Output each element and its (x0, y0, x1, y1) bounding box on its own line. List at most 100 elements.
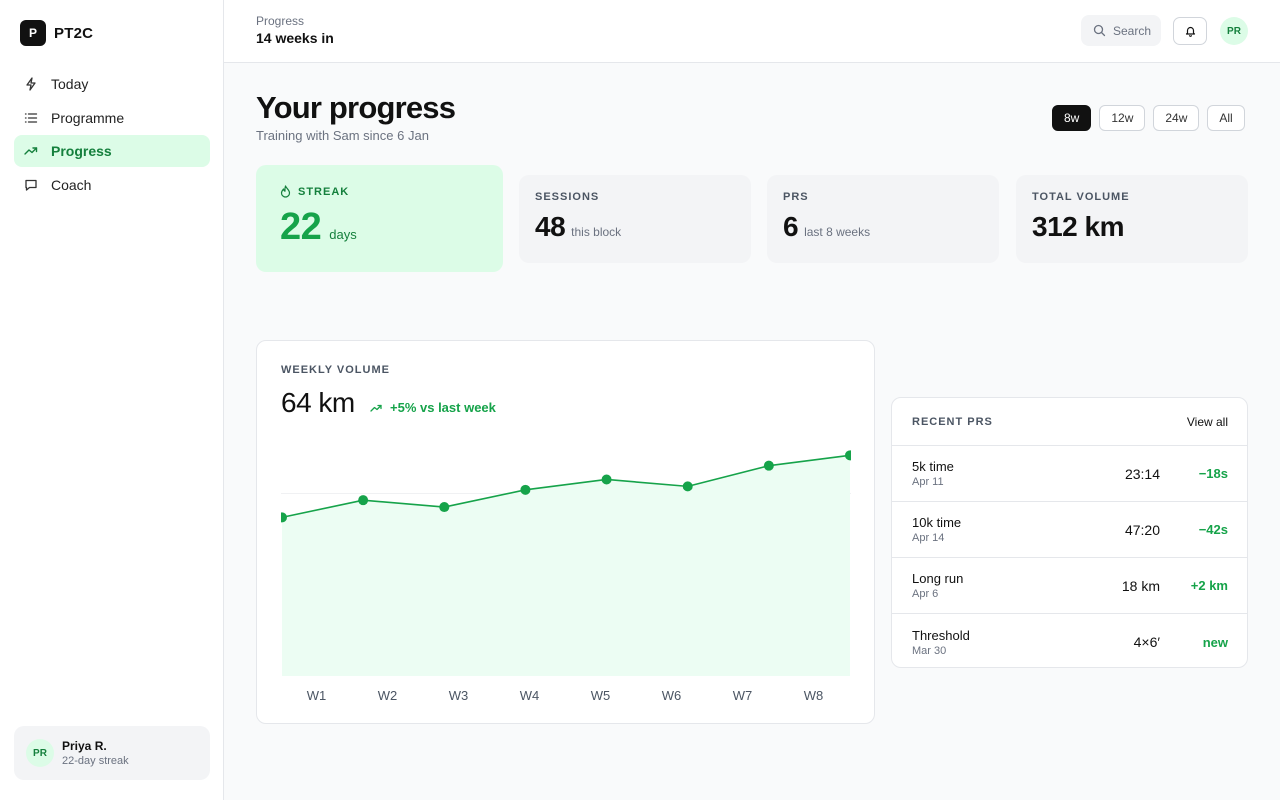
pr-name: 10k time (912, 515, 962, 530)
streak-value-row: 22 days (280, 206, 479, 249)
sessions-value: 48 (535, 211, 566, 242)
topbar: Progress 14 weeks in Search PR (224, 0, 1280, 63)
search-icon (1093, 24, 1106, 37)
x-axis: W1 W2 W3 W4 W5 W6 W7 W8 (281, 688, 849, 706)
x-tick-label: W3 (448, 688, 469, 703)
data-point (601, 474, 612, 485)
user-subtitle: 22-day streak (62, 755, 129, 767)
sidebar-item-coach[interactable]: Coach (14, 169, 210, 201)
x-tick-label: W5 (590, 688, 611, 703)
sidebar-item-label: Progress (51, 143, 112, 160)
data-point (520, 484, 531, 495)
brand[interactable]: P PT2C (20, 20, 93, 46)
pr-date: Apr 14 (912, 532, 945, 544)
search-input[interactable]: Search (1081, 15, 1161, 46)
total-volume-label: TOTAL VOLUME (1032, 191, 1130, 203)
range-12w-button[interactable]: 12w (1099, 105, 1146, 131)
prs-stat-card: PRS 6 last 8 weeks (767, 175, 999, 263)
pr-date: Apr 6 (912, 588, 939, 600)
breadcrumb-label: Progress (256, 14, 305, 28)
sidebar-item-programme[interactable]: Programme (14, 102, 210, 134)
range-8w-button[interactable]: 8w (1052, 105, 1092, 131)
sessions-label: SESSIONS (535, 191, 600, 203)
x-tick-label: W7 (732, 688, 753, 703)
user-card[interactable]: PR Priya R. 22-day streak (14, 726, 210, 780)
total-volume-card: TOTAL VOLUME 312 km (1016, 175, 1248, 263)
pr-value: 18 km (1121, 577, 1160, 594)
pr-info: Long run Apr 6 (912, 571, 1080, 600)
user-meta: Priya R. 22-day streak (62, 739, 129, 767)
data-point (682, 481, 693, 492)
brand-logo: P (20, 20, 46, 46)
list-icon (24, 111, 38, 125)
streak-value: 22 (280, 206, 322, 248)
brand-name: PT2C (54, 24, 94, 42)
total-volume-value-row: 312 km (1032, 211, 1232, 243)
sidebar-item-today[interactable]: Today (14, 68, 210, 100)
streak-label: STREAK (298, 185, 350, 198)
series-line (281, 454, 851, 519)
table-row[interactable]: Threshold Mar 30 4×6′ new (892, 614, 1247, 667)
recent-prs-card: RECENT PRS View all 5k time Apr 11 23:14… (891, 397, 1248, 668)
pr-value: 23:14 (1124, 465, 1160, 482)
weekly-volume-value: 64 km (281, 387, 355, 418)
weekly-volume-delta-text: +5% vs last week (390, 400, 496, 415)
data-point (763, 460, 774, 471)
pr-delta: −42s (1198, 522, 1228, 537)
x-tick-label: W8 (803, 688, 824, 703)
weekly-volume-chart (281, 450, 851, 676)
table-row[interactable]: 10k time Apr 14 47:20 −42s (892, 502, 1247, 558)
total-volume-value: 312 km (1032, 211, 1124, 242)
pr-value: 47:20 (1124, 521, 1160, 538)
x-tick-label: W6 (661, 688, 682, 703)
avatar: PR (26, 739, 54, 767)
sessions-value-row: 48 this block (535, 211, 735, 243)
page-subtitle: Training with Sam since 6 Jan (256, 128, 429, 143)
table-row[interactable]: Long run Apr 6 18 km +2 km (892, 558, 1247, 614)
user-name: Priya R. (62, 739, 107, 753)
weekly-volume-label: WEEKLY VOLUME (281, 364, 390, 376)
pr-value: 4×6′ (1133, 634, 1160, 650)
sessions-card: SESSIONS 48 this block (519, 175, 751, 263)
sidebar: P PT2C Today Programme Progress Coach (0, 0, 224, 800)
data-point (281, 512, 287, 523)
table-row[interactable]: 5k time Apr 11 23:14 −18s (892, 446, 1247, 502)
data-point (358, 495, 369, 506)
range-all-button[interactable]: All (1207, 105, 1245, 131)
notifications-button[interactable] (1173, 17, 1207, 45)
data-point (439, 502, 450, 513)
streak-unit: days (329, 227, 357, 242)
flame-icon (280, 185, 291, 198)
pr-date: Apr 11 (912, 476, 944, 488)
series-area (282, 455, 850, 676)
page-title: Your progress (256, 90, 456, 125)
pr-delta: +2 km (1190, 578, 1228, 593)
sidebar-item-label: Today (51, 76, 89, 92)
pr-name: Long run (912, 571, 964, 586)
breadcrumb: Progress 14 weeks in (256, 14, 334, 46)
x-tick-label: W2 (377, 688, 398, 703)
streak-label-row: STREAK (280, 185, 479, 198)
trending-up-icon (370, 403, 382, 413)
search-placeholder: Search (1113, 23, 1152, 38)
recent-prs-title: RECENT PRS (912, 415, 993, 428)
x-tick-label: W1 (306, 688, 327, 703)
bell-icon (1185, 25, 1196, 37)
prs-label: PRS (783, 191, 809, 203)
range-selector: 8w 12w 24w All (1052, 105, 1245, 131)
prs-unit: last 8 weeks (804, 225, 871, 239)
prs-value: 6 (783, 211, 799, 242)
streak-card: STREAK 22 days (256, 165, 503, 272)
weekly-volume-delta: +5% vs last week (370, 400, 496, 415)
view-all-link[interactable]: View all (1186, 414, 1228, 429)
data-point (845, 450, 851, 461)
pr-date: Mar 30 (912, 644, 947, 657)
x-tick-label: W4 (519, 688, 540, 703)
range-24w-button[interactable]: 24w (1153, 105, 1200, 131)
sidebar-item-label: Coach (51, 177, 92, 194)
weekly-volume-card: WEEKLY VOLUME 64 km +5% vs last week W1 W… (256, 340, 875, 724)
avatar[interactable]: PR (1220, 17, 1248, 45)
pr-name: 5k time (912, 459, 954, 474)
chat-icon (24, 178, 38, 192)
sidebar-item-progress[interactable]: Progress (14, 135, 210, 168)
